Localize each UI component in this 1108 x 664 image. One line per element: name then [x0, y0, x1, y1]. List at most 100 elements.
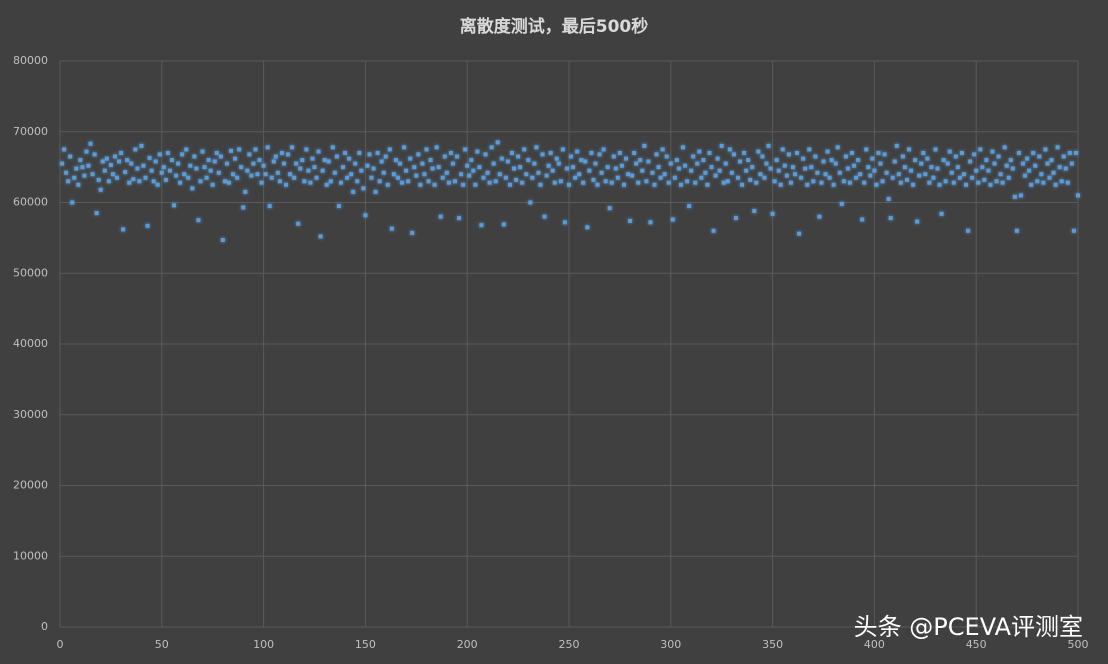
point: [115, 175, 120, 180]
point: [420, 161, 425, 166]
point: [909, 168, 914, 173]
point: [609, 180, 614, 185]
point: [359, 168, 364, 173]
point: [222, 179, 227, 184]
point: [481, 175, 486, 180]
point: [723, 161, 728, 166]
point: [98, 187, 103, 192]
point: [605, 165, 610, 170]
x-tick-label: 500: [1068, 638, 1089, 651]
point: [104, 156, 109, 161]
point: [790, 165, 795, 170]
point: [644, 179, 649, 184]
point: [489, 145, 494, 150]
point: [485, 170, 490, 175]
point: [646, 159, 651, 164]
point: [271, 159, 276, 164]
y-tick-label: 40000: [13, 337, 48, 350]
y-tick-label: 60000: [13, 196, 48, 209]
point: [86, 163, 91, 168]
point: [141, 163, 146, 168]
point: [821, 159, 826, 164]
point: [208, 168, 213, 173]
x-tick-label: 0: [57, 638, 64, 651]
point: [703, 170, 708, 175]
point: [902, 165, 907, 170]
point: [762, 175, 767, 180]
point: [442, 154, 447, 159]
point: [1014, 228, 1019, 233]
point: [310, 156, 315, 161]
point: [119, 150, 124, 155]
point: [60, 161, 65, 166]
point: [656, 165, 661, 170]
point: [491, 161, 496, 166]
point: [860, 217, 865, 222]
point: [363, 213, 368, 218]
point: [660, 147, 665, 152]
point: [163, 177, 168, 182]
point: [194, 166, 199, 171]
point: [947, 149, 952, 154]
point: [218, 154, 223, 159]
point: [935, 166, 940, 171]
point: [131, 177, 136, 182]
point: [898, 180, 903, 185]
point: [695, 161, 700, 166]
point: [296, 221, 301, 226]
point: [1039, 172, 1044, 177]
point: [241, 205, 246, 210]
point: [544, 173, 549, 178]
point: [788, 180, 793, 185]
point: [835, 145, 840, 150]
point: [528, 200, 533, 205]
point: [717, 168, 722, 173]
points: [60, 140, 1080, 242]
point: [518, 165, 523, 170]
point: [314, 175, 319, 180]
point: [595, 182, 600, 187]
y-tick-label: 20000: [13, 479, 48, 492]
point: [803, 166, 808, 171]
point: [172, 203, 177, 208]
point: [151, 179, 156, 184]
point: [450, 161, 455, 166]
point: [758, 172, 763, 177]
point: [719, 143, 724, 148]
point: [102, 168, 107, 173]
point: [562, 220, 567, 225]
point: [949, 170, 954, 175]
point: [774, 158, 779, 163]
point: [546, 163, 551, 168]
point: [446, 180, 451, 185]
point: [560, 147, 565, 152]
point: [377, 179, 382, 184]
point: [896, 172, 901, 177]
point: [638, 158, 643, 163]
point: [921, 150, 926, 155]
point: [233, 156, 238, 161]
point: [70, 200, 75, 205]
point: [683, 163, 688, 168]
point: [320, 168, 325, 173]
point: [68, 154, 73, 159]
point: [764, 161, 769, 166]
point: [937, 182, 942, 187]
point: [200, 149, 205, 154]
point: [279, 150, 284, 155]
point: [966, 228, 971, 233]
point: [701, 158, 706, 163]
point: [64, 170, 69, 175]
point: [94, 211, 99, 216]
point: [463, 147, 468, 152]
point: [970, 175, 975, 180]
point: [121, 227, 126, 232]
point: [607, 206, 612, 211]
point: [100, 159, 105, 164]
point: [640, 168, 645, 173]
point: [135, 166, 140, 171]
point: [593, 161, 598, 166]
point: [996, 154, 1001, 159]
point: [1018, 193, 1023, 198]
watermark: 头条 @PCEVA评测室: [854, 613, 1083, 641]
